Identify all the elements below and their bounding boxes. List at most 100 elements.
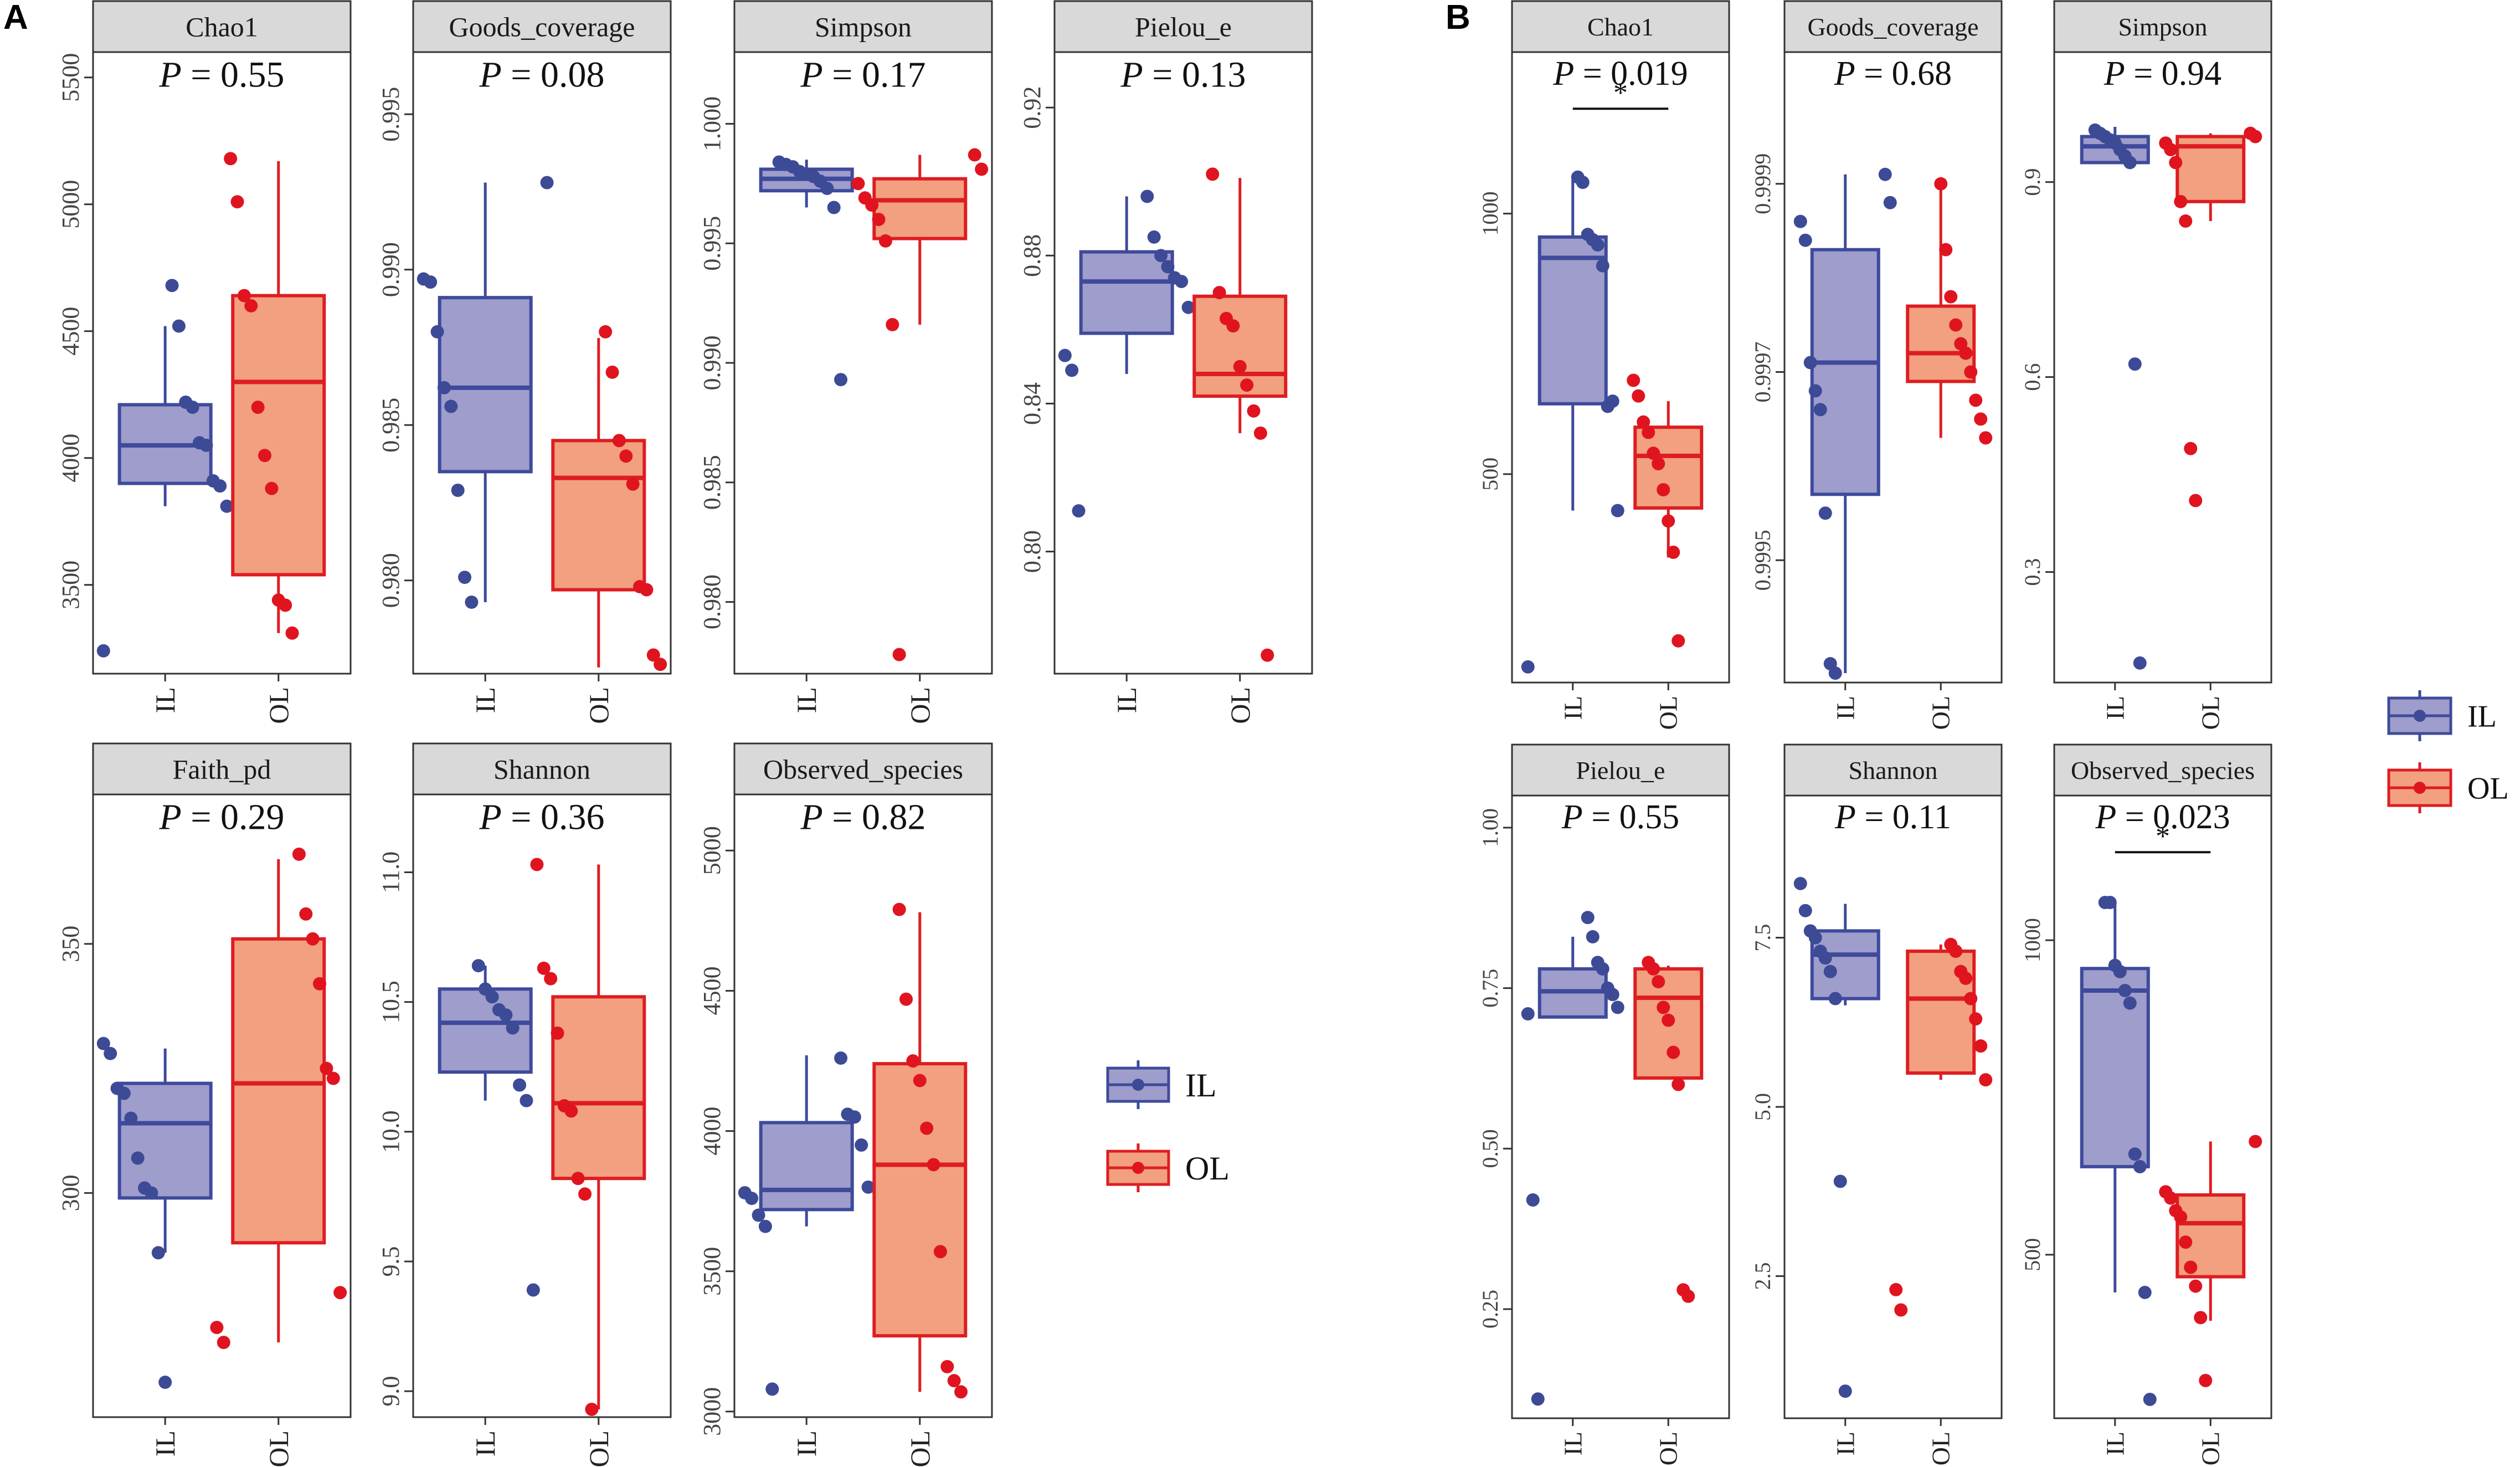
data-point: [1072, 504, 1086, 518]
data-point: [179, 395, 193, 409]
data-point: [1813, 403, 1827, 417]
data-point: [138, 1181, 152, 1195]
data-point: [858, 191, 872, 205]
data-point: [758, 1219, 772, 1233]
data-point: [1889, 1283, 1903, 1296]
y-tick-label: 0.990: [377, 242, 404, 297]
data-point: [471, 959, 485, 973]
data-point: [1247, 404, 1261, 418]
facet-a-shannon: Shannon P = 0.36 9.0 9.5 10.0 10.5 11.0 IL OL: [377, 742, 672, 1467]
y-tick-label: 0.995: [377, 87, 404, 142]
data-point: [299, 907, 313, 921]
data-point: [165, 279, 179, 293]
facet-title: Pielou_e: [1135, 12, 1232, 43]
data-point: [1813, 945, 1827, 958]
facet-strip: [1511, 0, 1730, 53]
data-point: [913, 1074, 927, 1088]
data-point: [104, 1047, 117, 1060]
p-value: = 0.94: [2125, 55, 2221, 93]
data-point: [237, 289, 251, 302]
x-tick-label: OL: [1927, 1432, 1955, 1465]
y-tick-label: 0.80: [1019, 530, 1046, 573]
data-point: [1065, 363, 1079, 377]
data-point: [2189, 494, 2203, 507]
y-tick-label: 0.985: [698, 455, 726, 510]
data-point: [1637, 415, 1650, 429]
facet-title: Simpson: [2118, 13, 2207, 41]
data-point: [654, 658, 667, 671]
p-value: = 0.08: [502, 55, 605, 95]
x-tick-label: IL: [1831, 696, 1859, 720]
box-ol: [2159, 126, 2262, 507]
data-point: [1964, 365, 1978, 379]
x-tick-label: IL: [2101, 696, 2129, 720]
data-point: [892, 902, 906, 916]
facet-strip: [733, 0, 993, 53]
data-point: [1140, 189, 1154, 203]
data-point: [244, 299, 258, 312]
data-point: [430, 325, 444, 338]
box-ol: [2159, 1135, 2262, 1387]
box-il: [2080, 123, 2150, 670]
data-point: [1168, 271, 1181, 285]
data-point: [626, 477, 640, 491]
y-tick-label: 0.25: [1478, 1290, 1503, 1328]
p-value: = 0.36: [502, 797, 605, 838]
data-point: [954, 1385, 968, 1399]
x-tick-label: OL: [263, 1430, 294, 1467]
data-point: [2123, 996, 2137, 1010]
y-tick-label: 0.985: [377, 398, 404, 453]
y-tick-label: 4500: [57, 307, 84, 356]
data-point: [1969, 1012, 1983, 1026]
box-body: [117, 1081, 213, 1200]
data-point: [1647, 447, 1660, 460]
data-point: [131, 1151, 145, 1165]
data-point: [1642, 956, 1655, 970]
p-value: = 0.13: [1143, 55, 1246, 95]
data-point: [886, 317, 899, 331]
p-value-label: P = 0.36: [479, 797, 604, 838]
p-value: = 0.023: [2116, 798, 2230, 836]
p-value-label: P = 0.019: [1552, 55, 1688, 93]
data-point: [1601, 399, 1614, 413]
data-point: [1798, 233, 1812, 247]
data-point: [544, 972, 558, 986]
x-tick-label: OL: [1927, 696, 1955, 730]
data-point: [633, 579, 647, 593]
data-point: [1220, 311, 1233, 325]
data-point: [1939, 243, 1953, 257]
data-point: [1147, 230, 1161, 244]
p-value-label: P = 0.29: [158, 797, 284, 838]
data-point: [1521, 660, 1535, 674]
data-point: [96, 1037, 110, 1050]
y-tick-label: 10.5: [377, 981, 404, 1023]
data-point: [841, 1107, 855, 1121]
y-tick-label: 10.0: [377, 1110, 404, 1153]
data-point: [738, 1186, 752, 1199]
significance-star: *: [1613, 77, 1628, 109]
data-point: [158, 1376, 172, 1389]
data-point: [2199, 1373, 2213, 1387]
data-point: [1672, 1078, 1685, 1091]
y-tick-label: 5500: [57, 53, 84, 102]
data-point: [479, 982, 492, 996]
data-point: [1531, 1392, 1545, 1406]
data-point: [206, 474, 220, 488]
data-point: [2088, 123, 2102, 137]
box-body: [231, 294, 326, 577]
data-point: [540, 176, 554, 189]
box-body: [1810, 248, 1880, 496]
plot-frame: [1783, 794, 2003, 1419]
data-point: [2179, 1235, 2193, 1249]
panel-label-a: A: [3, 0, 28, 37]
y-tick-label: 9.0: [377, 1376, 404, 1407]
y-tick-label: 300: [57, 1174, 84, 1211]
facet-title: Goods_coverage: [1807, 13, 1978, 41]
data-point: [1212, 286, 1226, 300]
facet-b-shannon: Shannon P = 0.11 2.5 5.0 7.5 IL OL: [1750, 743, 2003, 1465]
data-point: [1206, 167, 1220, 181]
data-point: [285, 626, 299, 640]
data-point: [855, 1138, 868, 1152]
data-point: [1667, 1045, 1680, 1059]
